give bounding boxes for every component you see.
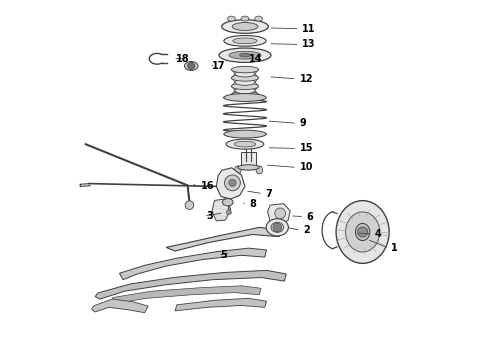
Polygon shape	[95, 270, 286, 299]
Ellipse shape	[266, 219, 289, 236]
Polygon shape	[112, 286, 261, 304]
Circle shape	[358, 227, 368, 237]
Ellipse shape	[336, 201, 389, 264]
Ellipse shape	[355, 224, 370, 240]
Ellipse shape	[235, 71, 255, 77]
Text: 10: 10	[299, 162, 313, 172]
Text: 6: 6	[307, 212, 314, 221]
Text: 17: 17	[212, 61, 225, 71]
Ellipse shape	[229, 51, 261, 59]
Circle shape	[188, 62, 195, 69]
Ellipse shape	[241, 16, 249, 21]
Ellipse shape	[231, 91, 259, 98]
Text: 11: 11	[302, 24, 316, 34]
Text: 3: 3	[206, 211, 213, 221]
Circle shape	[229, 179, 236, 186]
Text: 16: 16	[201, 181, 215, 192]
Ellipse shape	[232, 23, 258, 31]
Text: 18: 18	[176, 54, 190, 64]
Bar	[241, 153, 256, 169]
Ellipse shape	[233, 38, 257, 44]
Ellipse shape	[271, 222, 284, 232]
Text: 13: 13	[302, 40, 316, 49]
Ellipse shape	[256, 166, 263, 174]
Ellipse shape	[231, 66, 259, 73]
Text: 14: 14	[249, 54, 263, 64]
Ellipse shape	[224, 94, 266, 102]
Ellipse shape	[240, 53, 250, 57]
Ellipse shape	[219, 48, 271, 62]
Polygon shape	[166, 227, 281, 251]
Text: 1: 1	[391, 243, 398, 253]
Polygon shape	[92, 299, 148, 313]
Text: 2: 2	[303, 225, 310, 235]
Ellipse shape	[227, 16, 235, 21]
Text: 7: 7	[266, 189, 272, 199]
Text: 4: 4	[375, 229, 382, 239]
Circle shape	[224, 175, 240, 191]
Polygon shape	[175, 298, 267, 311]
Ellipse shape	[235, 87, 255, 94]
Ellipse shape	[345, 212, 380, 252]
Text: 8: 8	[249, 199, 256, 210]
Ellipse shape	[231, 83, 259, 90]
Ellipse shape	[238, 165, 259, 170]
Ellipse shape	[255, 16, 263, 21]
Circle shape	[275, 208, 286, 219]
Text: 5: 5	[220, 250, 227, 260]
Polygon shape	[268, 204, 290, 224]
Polygon shape	[216, 168, 245, 199]
Ellipse shape	[221, 20, 269, 33]
Ellipse shape	[226, 139, 264, 149]
Ellipse shape	[184, 62, 198, 71]
Text: 12: 12	[299, 74, 313, 84]
Ellipse shape	[235, 79, 255, 85]
Circle shape	[226, 210, 231, 215]
Ellipse shape	[224, 130, 266, 138]
Ellipse shape	[235, 166, 241, 174]
Circle shape	[273, 223, 282, 231]
Text: 9: 9	[299, 118, 306, 128]
Text: 15: 15	[299, 143, 313, 153]
Ellipse shape	[224, 36, 266, 46]
Ellipse shape	[234, 141, 256, 147]
Circle shape	[185, 201, 194, 210]
Polygon shape	[212, 199, 231, 221]
Ellipse shape	[222, 199, 233, 206]
Ellipse shape	[231, 75, 259, 81]
Polygon shape	[120, 248, 267, 280]
